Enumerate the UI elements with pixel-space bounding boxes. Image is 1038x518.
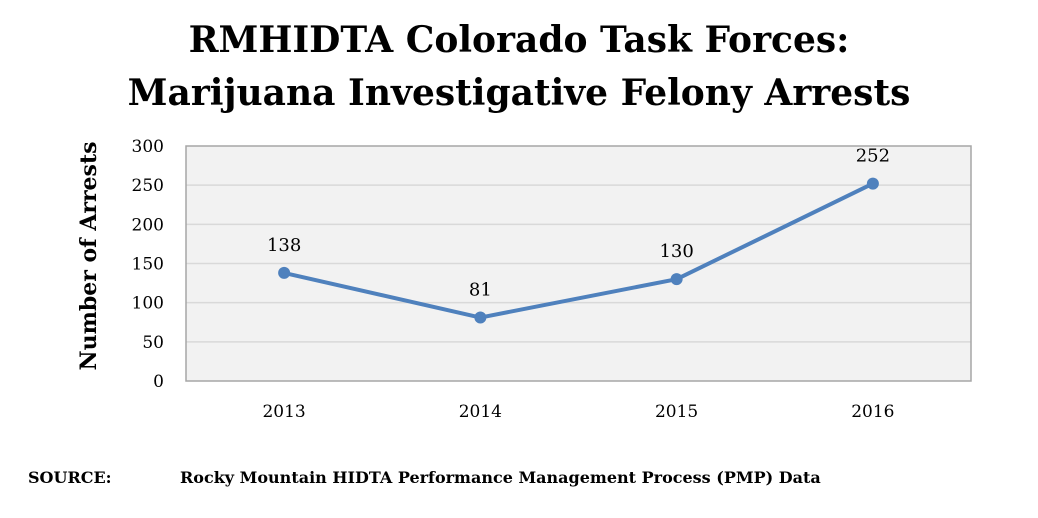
data-label: 130 — [659, 241, 693, 262]
chart-title-line-2: Marijuana Investigative Felony Arrests — [127, 72, 911, 114]
plot-border — [185, 145, 972, 382]
y-axis-label: Number of Arrests — [76, 142, 102, 371]
series-arrests: 138 81 130 252 — [267, 146, 890, 324]
y-tick-label: 200 — [132, 215, 164, 235]
data-label: 81 — [469, 280, 492, 301]
y-tick-label: 50 — [142, 333, 164, 353]
data-point — [278, 266, 291, 279]
x-axis-ticks: 2013 2014 2015 2016 — [262, 402, 894, 422]
gridlines — [186, 184, 971, 343]
y-tick-label: 0 — [153, 372, 164, 392]
source-label: SOURCE: — [28, 468, 112, 487]
x-tick-label: 2013 — [262, 402, 305, 422]
x-tick-label: 2016 — [851, 402, 894, 422]
x-tick-label: 2014 — [459, 402, 502, 422]
y-tick-label: 250 — [132, 176, 164, 196]
series-line — [282, 181, 875, 320]
y-tick-label: 150 — [132, 255, 164, 275]
source-text: Rocky Mountain HIDTA Performance Managem… — [180, 468, 821, 487]
data-label: 252 — [856, 146, 890, 167]
data-point — [474, 311, 487, 324]
y-tick-label: 100 — [132, 294, 164, 314]
data-point — [866, 177, 879, 190]
y-axis-ticks: 0 50 100 150 200 250 300 — [132, 137, 164, 392]
x-tick-label: 2015 — [655, 402, 698, 422]
chart-title-line-1: RMHIDTA Colorado Task Forces: — [188, 19, 850, 61]
data-point — [670, 273, 683, 286]
data-label: 138 — [267, 235, 301, 256]
y-tick-label: 300 — [132, 137, 164, 157]
